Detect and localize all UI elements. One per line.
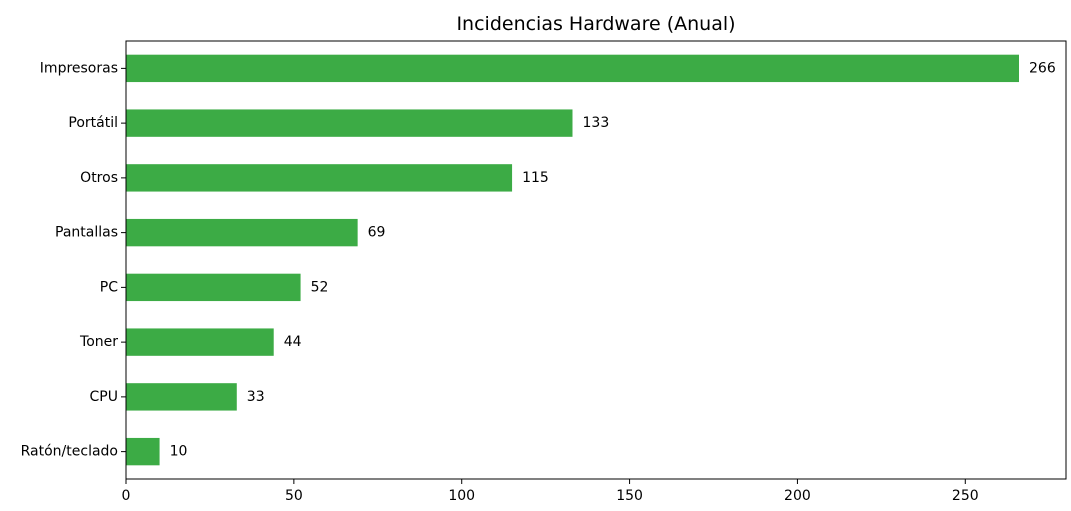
bar-4 [126, 273, 301, 302]
x-axis-ticks: 0 50 100 150 200 250 [122, 479, 979, 504]
x-tick-label-3: 150 [616, 488, 643, 504]
category-label-3: Pantallas [55, 225, 118, 241]
category-labels: Impresoras Portátil Otros Pantallas PC Toner C… [21, 60, 126, 460]
value-label-2: 115 [522, 170, 549, 186]
value-label-5: 44 [284, 334, 302, 350]
category-label-6: CPU [90, 389, 118, 405]
bar-1 [126, 109, 573, 137]
bar-2 [126, 164, 513, 192]
bar-3 [126, 218, 358, 247]
value-labels: 266 133 115 69 52 44 33 10 [170, 60, 1056, 459]
bar-7 [126, 437, 160, 466]
category-label-4: PC [100, 279, 118, 295]
bar-0 [126, 54, 1019, 83]
x-tick-label-1: 50 [285, 488, 303, 504]
x-tick-label-0: 0 [122, 488, 131, 504]
bars-layer [126, 54, 1019, 466]
category-label-7: Ratón/teclado [21, 444, 118, 460]
plot-frame [125, 40, 1067, 480]
x-tick-label-2: 100 [448, 488, 475, 504]
value-label-4: 52 [311, 279, 329, 295]
x-tick-label-4: 200 [784, 488, 811, 504]
category-label-0: Impresoras [40, 60, 118, 76]
category-label-5: Toner [79, 334, 118, 350]
value-label-7: 10 [170, 444, 188, 460]
value-label-6: 33 [247, 389, 265, 405]
value-label-3: 69 [368, 225, 386, 241]
category-label-1: Portátil [68, 115, 118, 131]
x-tick-label-5: 250 [952, 488, 979, 504]
value-label-0: 266 [1029, 60, 1056, 76]
category-label-2: Otros [80, 170, 118, 186]
value-label-1: 133 [583, 115, 610, 131]
bar-6 [126, 383, 237, 411]
chart-title: Incidencias Hardware (Anual) [456, 13, 735, 35]
bar-5 [126, 328, 274, 356]
